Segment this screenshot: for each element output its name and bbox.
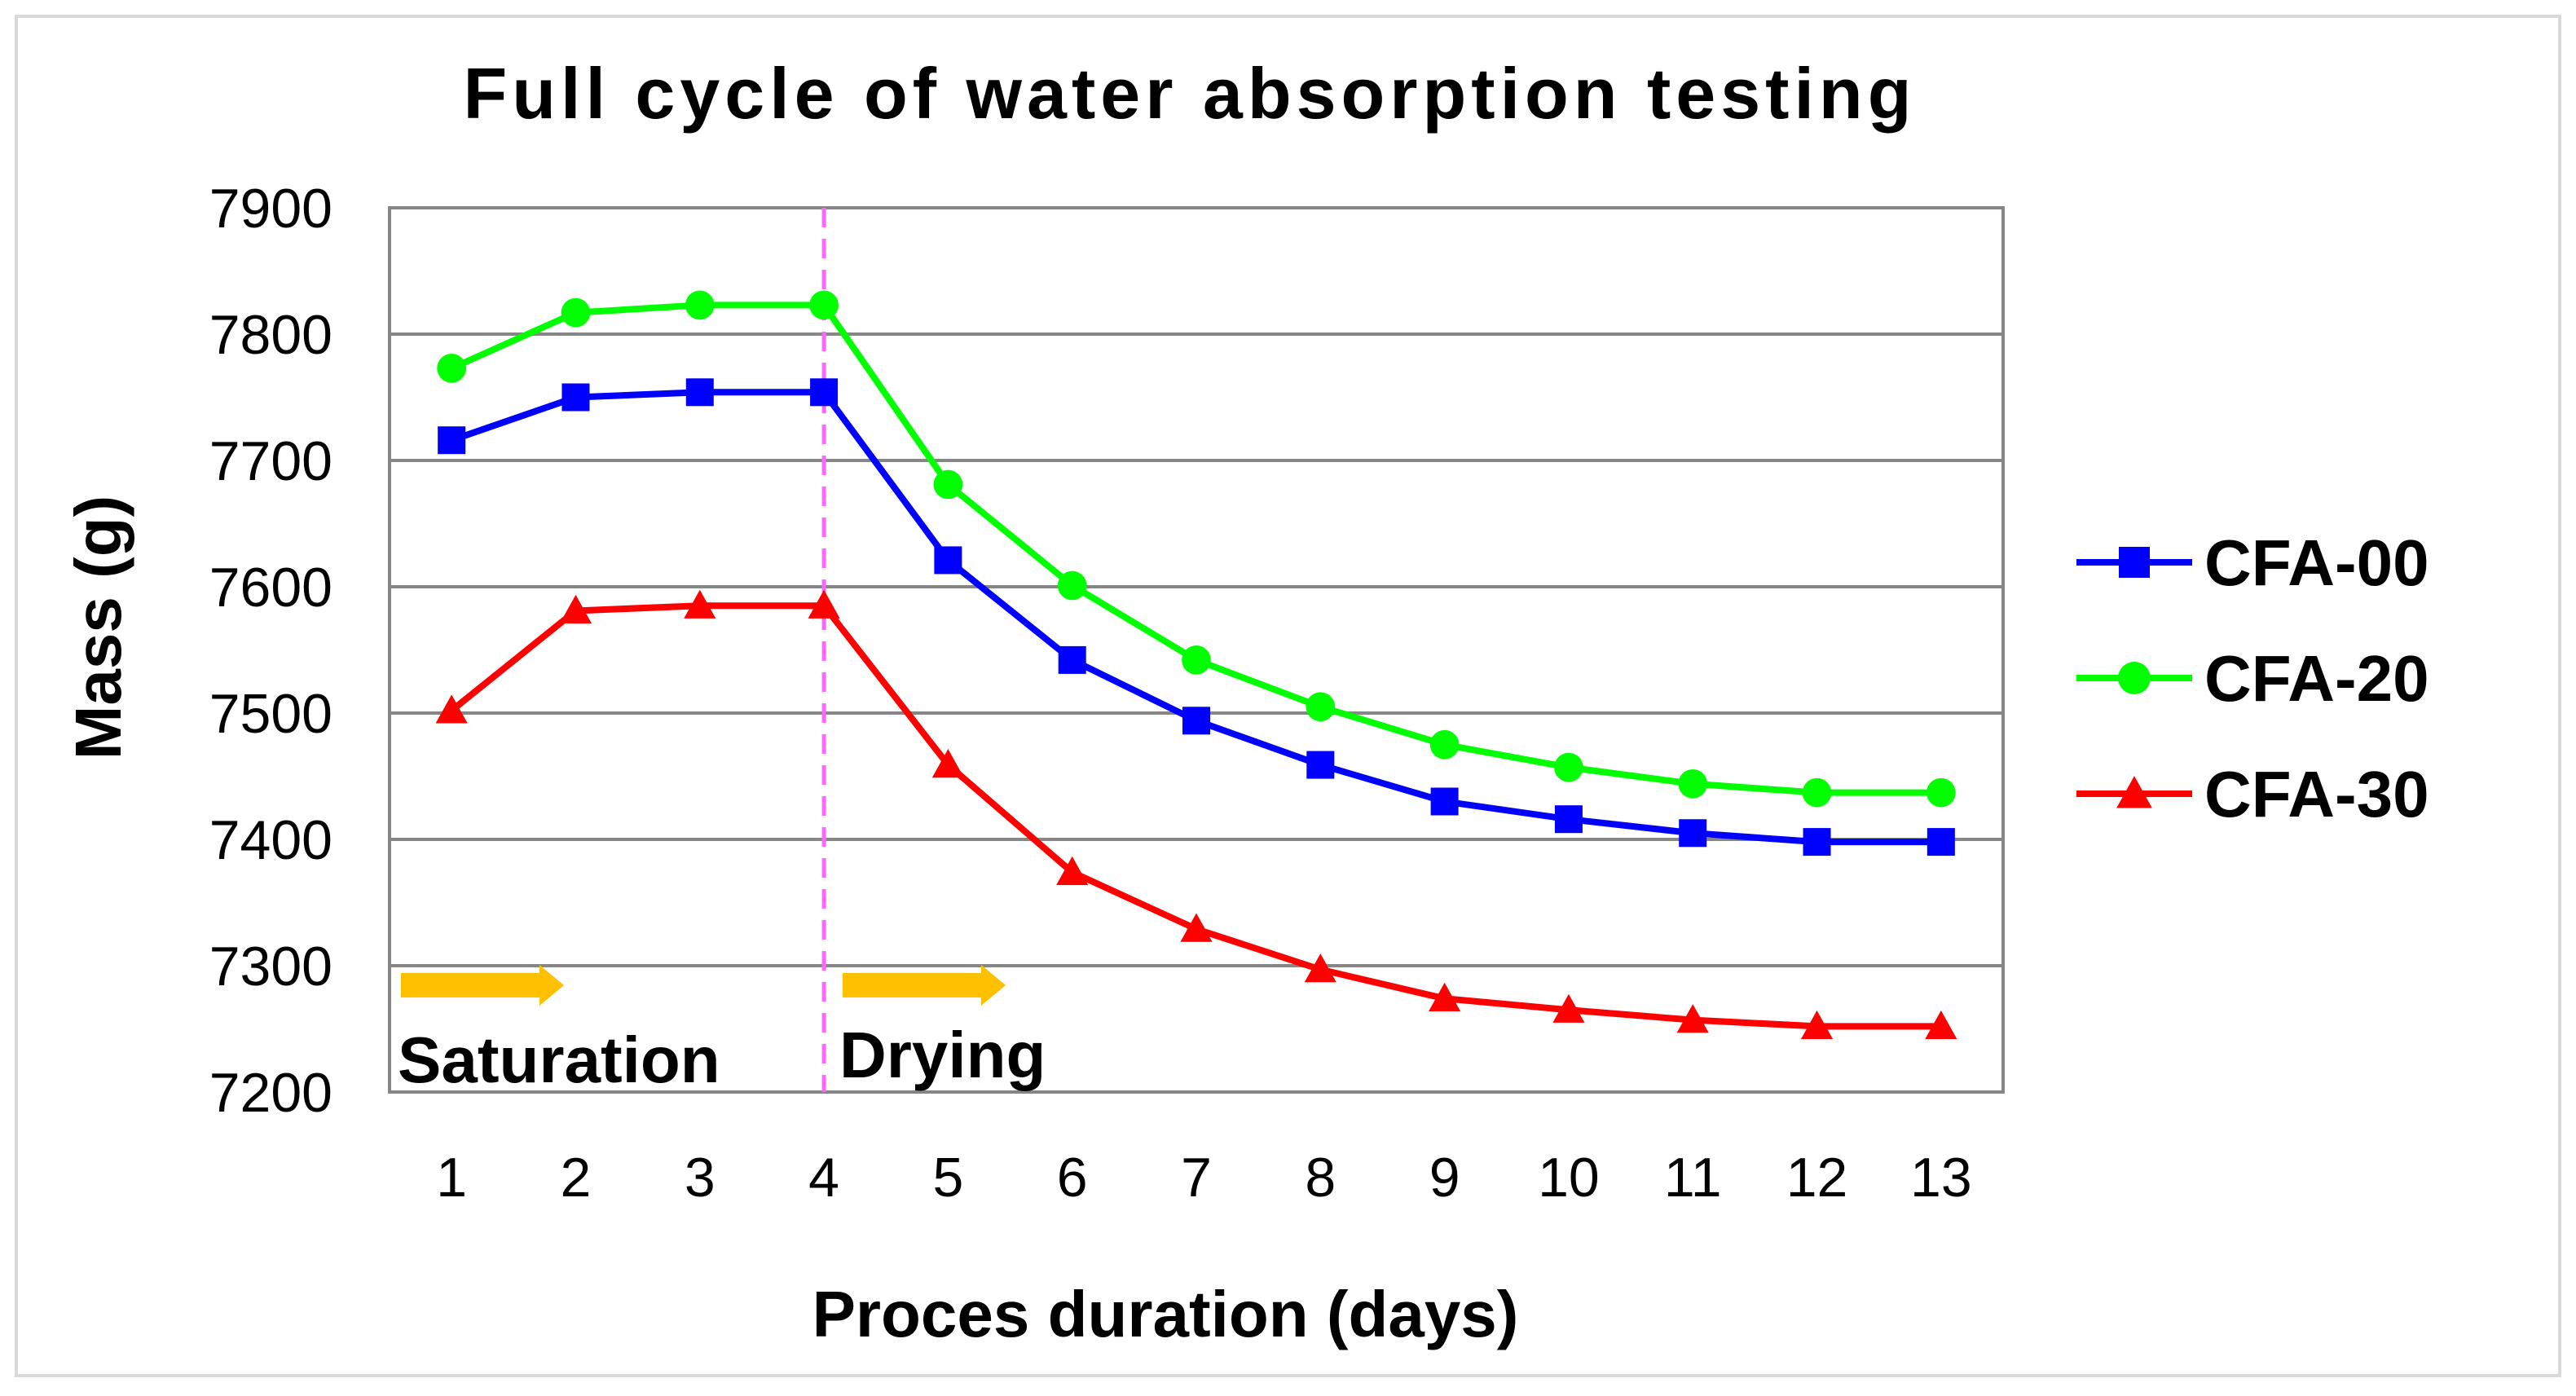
series-CFA-30 <box>435 589 1957 1040</box>
y-tick-label: 7900 <box>209 178 332 240</box>
data-point-CFA-30 <box>1676 1004 1709 1033</box>
data-point-CFA-20 <box>1926 777 1956 808</box>
data-point-CFA-20 <box>1678 768 1708 799</box>
legend-label: CFA-30 <box>2204 758 2429 830</box>
data-point-CFA-30 <box>435 694 468 724</box>
y-tick-label: 7300 <box>209 936 332 997</box>
x-tick-label: 7 <box>1181 1147 1212 1209</box>
y-tick-label: 7600 <box>209 557 332 619</box>
data-point-CFA-20 <box>1306 692 1336 722</box>
data-point-CFA-30 <box>1800 1010 1834 1040</box>
data-point-CFA-30 <box>1304 953 1336 983</box>
drying-arrow <box>843 965 1006 1006</box>
data-point-CFA-20 <box>1554 752 1583 782</box>
data-point-CFA-00 <box>810 378 839 407</box>
saturation-label: Saturation <box>398 1024 720 1096</box>
y-tick-label: 7800 <box>209 304 332 366</box>
plot-area-border <box>388 206 2005 1094</box>
y-tick-label: 7500 <box>209 683 332 745</box>
data-point-CFA-20 <box>1057 570 1087 601</box>
x-tick-label: 1 <box>436 1147 467 1209</box>
drying-label: Drying <box>839 1019 1046 1091</box>
data-point-CFA-20 <box>685 290 715 320</box>
legend-label: CFA-20 <box>2204 642 2429 715</box>
series-layer <box>435 290 1957 1040</box>
data-point-CFA-30 <box>1180 913 1213 942</box>
data-point-CFA-00 <box>1182 707 1210 735</box>
data-point-CFA-00 <box>685 378 714 407</box>
x-tick-label: 13 <box>1910 1147 1972 1209</box>
y-axis-label: Mass (g) <box>62 495 134 760</box>
x-tick-label: 12 <box>1786 1147 1848 1209</box>
data-point-CFA-30 <box>1552 993 1585 1023</box>
data-point-CFA-00 <box>1058 645 1086 674</box>
legend-item-CFA-00: CFA-00 <box>2076 526 2429 599</box>
saturation-arrow-shaft <box>401 973 539 997</box>
data-point-CFA-00 <box>561 383 590 412</box>
data-point-CFA-30 <box>684 589 716 619</box>
legend-label: CFA-00 <box>2204 526 2429 599</box>
data-point-CFA-30 <box>1056 856 1089 885</box>
x-tick-label: 8 <box>1305 1147 1336 1209</box>
data-point-CFA-00 <box>1306 751 1335 779</box>
data-point-CFA-20 <box>809 290 839 320</box>
series-CFA-20 <box>437 290 1956 808</box>
x-axis-label: Proces duration (days) <box>812 1278 1519 1350</box>
x-tick-label: 2 <box>561 1147 592 1209</box>
data-point-CFA-30 <box>1429 982 1461 1011</box>
data-point-CFA-20 <box>1182 645 1211 675</box>
x-tick-label: 11 <box>1664 1147 1722 1209</box>
x-tick-label: 5 <box>932 1147 963 1209</box>
legend-item-CFA-30: CFA-30 <box>2076 758 2429 830</box>
data-point-CFA-00 <box>934 546 962 575</box>
legend-item-CFA-20: CFA-20 <box>2076 642 2429 715</box>
y-tick-label: 7700 <box>209 430 332 492</box>
chart-title: Full cycle of water absorption testing <box>464 53 1917 134</box>
legend-marker <box>2116 776 2152 808</box>
data-point-CFA-00 <box>1430 787 1459 816</box>
data-point-CFA-20 <box>1802 777 1832 808</box>
x-tick-labels: 1 2 3 4 5 6 7 8 9 10 11 12 13 <box>436 1147 1971 1209</box>
legend-marker <box>2119 547 2150 578</box>
legend-marker <box>2118 662 2151 694</box>
x-tick-label: 6 <box>1057 1147 1088 1209</box>
data-point-CFA-20 <box>933 469 963 500</box>
data-point-CFA-30 <box>808 589 840 619</box>
data-point-CFA-00 <box>1926 828 1955 857</box>
saturation-arrow <box>401 965 564 1006</box>
series-CFA-00 <box>438 378 1955 857</box>
data-point-CFA-00 <box>1679 819 1707 848</box>
data-point-CFA-30 <box>931 749 964 778</box>
x-tick-label: 3 <box>685 1147 716 1209</box>
data-point-CFA-30 <box>559 594 592 624</box>
y-tick-label: 7400 <box>209 809 332 871</box>
x-tick-label: 10 <box>1538 1147 1600 1209</box>
legend: CFA-00 CFA-20 CFA-30 <box>2076 526 2429 830</box>
data-point-CFA-00 <box>1554 805 1583 834</box>
data-point-CFA-00 <box>438 426 466 455</box>
x-tick-label: 4 <box>808 1147 839 1209</box>
data-point-CFA-20 <box>1429 729 1460 760</box>
drying-arrow-shaft <box>843 973 981 997</box>
y-tick-labels: 7900 7800 7700 7600 7500 7400 7300 7200 <box>209 178 332 1124</box>
data-point-CFA-20 <box>437 354 467 383</box>
y-tick-label: 7200 <box>209 1062 332 1124</box>
drying-arrow-head <box>981 965 1006 1006</box>
data-point-CFA-30 <box>1925 1010 1957 1040</box>
data-point-CFA-00 <box>1803 828 1831 857</box>
data-point-CFA-20 <box>561 297 591 328</box>
x-tick-label: 9 <box>1429 1147 1460 1209</box>
saturation-arrow-head <box>539 965 564 1006</box>
